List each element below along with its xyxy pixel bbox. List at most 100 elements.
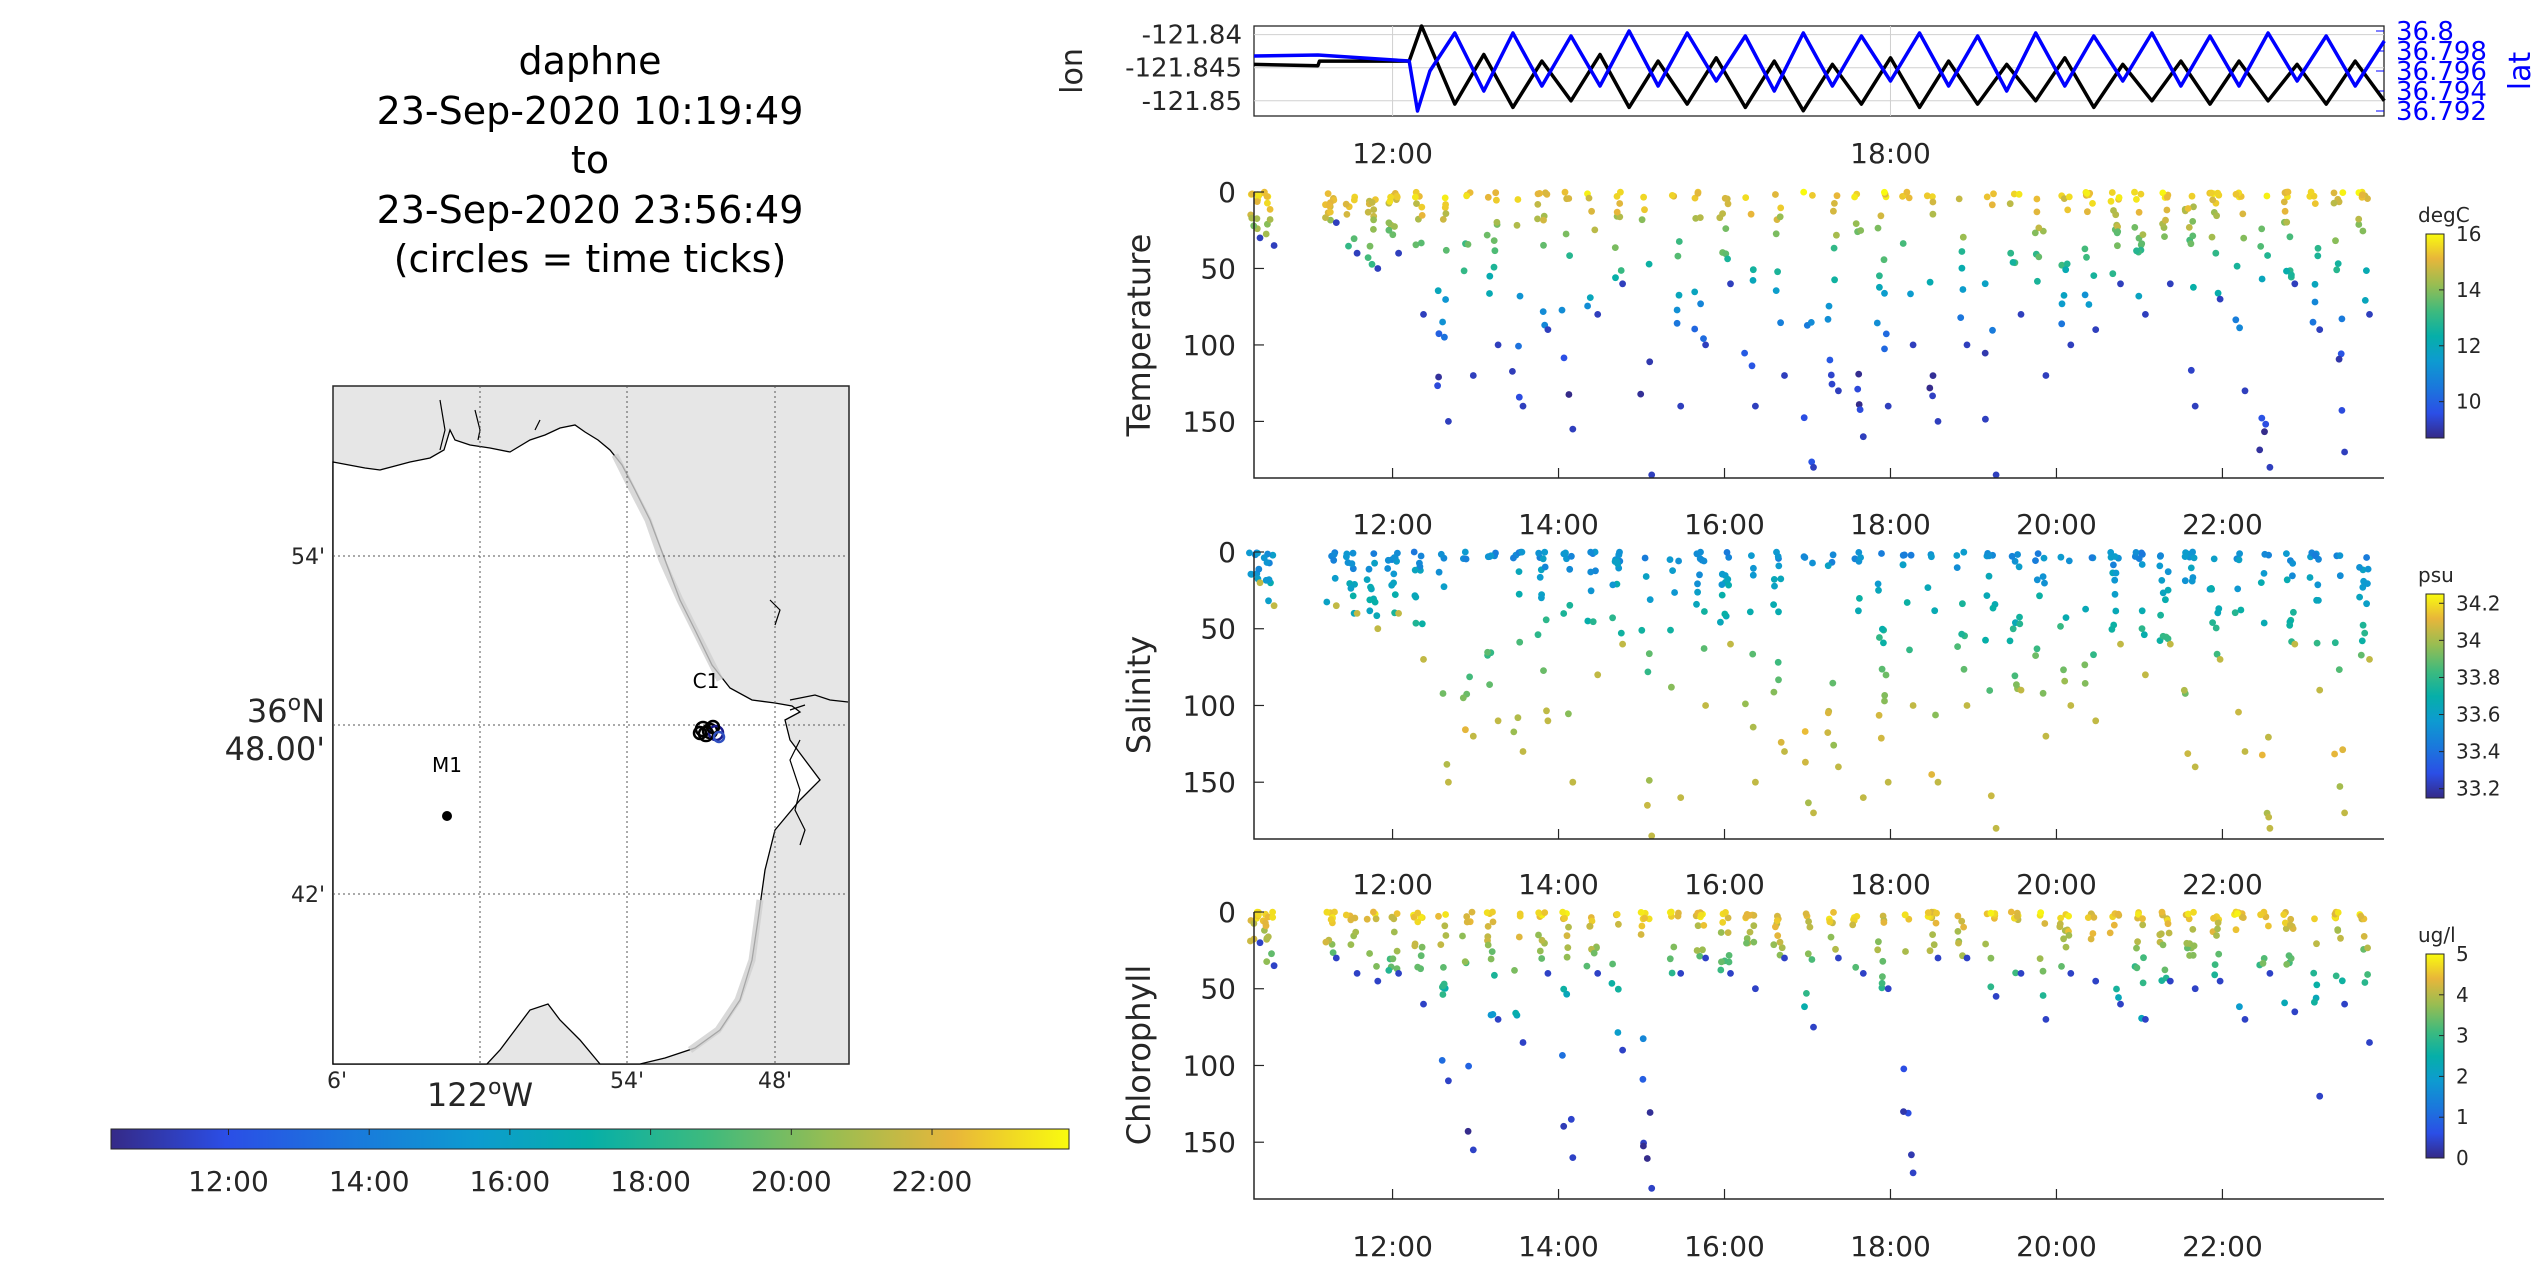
temperature-point (1727, 280, 1734, 288)
temperature-point (1926, 384, 1934, 392)
chlorophyll-point (2039, 967, 2047, 975)
salinity-point (1445, 778, 1452, 786)
chlorophyll-point (1269, 908, 1276, 916)
salinity-point (1702, 702, 1709, 709)
temperature-point (1905, 194, 1913, 202)
temperature-point (1827, 371, 1835, 379)
salinity-point (1859, 794, 1867, 801)
temperature-point (1668, 192, 1676, 199)
temperature-point (1364, 254, 1372, 261)
salinity-point (2011, 672, 2019, 680)
salinity-point (1770, 576, 1778, 583)
temperature-axes-lines (1253, 192, 2384, 479)
chlorophyll-point (1256, 939, 1264, 947)
chlorophyll-point (2106, 929, 2114, 937)
temperature-point (2108, 189, 2116, 196)
temperature-point (1534, 215, 1541, 223)
salinity-point (2157, 611, 2165, 619)
chlorophyll-point (1411, 942, 1419, 950)
temperature-point (2081, 291, 2089, 299)
salinity-point (2283, 576, 2291, 584)
salinity-point (2184, 750, 2192, 757)
map-gridlines (333, 386, 849, 1064)
chlorophyll-point (1960, 923, 1967, 931)
salinity-point (1363, 576, 1371, 583)
salinity-point (1830, 741, 1838, 749)
salinity-point (1809, 559, 1816, 567)
salinity-point (1611, 558, 1619, 565)
temperature-point (2339, 189, 2347, 197)
temperature-point (1674, 252, 1682, 260)
temperature-point (1825, 302, 1833, 310)
salinity-point (1411, 566, 1419, 574)
salinity-point (2092, 717, 2100, 725)
chlorophyll-ytick-2: 100 (1183, 1049, 1236, 1082)
salinity-point (2082, 605, 2090, 613)
temperature-point (1907, 290, 1914, 298)
chlorophyll-point (2265, 922, 2272, 930)
salinity-point (2341, 809, 2349, 817)
salinity-point (2032, 652, 2039, 659)
salinity-point (1569, 778, 1577, 786)
salinity-point (1609, 581, 1617, 589)
salinity-ylabel: Salinity (1120, 636, 1158, 754)
chlorophyll-point (1880, 919, 1888, 926)
chlorophyll-point (1565, 923, 1572, 931)
salinity-point (2361, 629, 2369, 637)
chlorophyll-point (2189, 951, 2197, 959)
salinity-point (1462, 555, 1470, 563)
temperature-point (2257, 243, 2265, 250)
salinity-point (1696, 571, 1703, 579)
salinity-point (2061, 677, 2069, 685)
salinity-point (1645, 650, 1653, 658)
temperature-point (1856, 406, 1864, 413)
temperature-point (2065, 193, 2073, 201)
lat-center-label: 36oN (247, 691, 325, 730)
chlorophyll-point (2311, 915, 2318, 923)
temperature-point (1486, 290, 1493, 297)
salinity-point (1519, 748, 1527, 755)
salinity-point (1749, 723, 1757, 731)
salinity-point (2032, 557, 2039, 564)
temperature-point (1833, 231, 1840, 239)
salinity-point (2359, 583, 2367, 591)
chlorophyll-point (2139, 915, 2146, 923)
chlorophyll-colorbar-tick-1: 4 (2456, 983, 2469, 1007)
chlorophyll-point (2266, 970, 2274, 977)
salinity-point (2190, 554, 2198, 562)
temperature-colorbar-tick-2: 12 (2456, 334, 2481, 358)
chlorophyll-point (1776, 938, 1784, 946)
salinity-point (1371, 598, 1379, 606)
chlorophyll-point (1770, 941, 1778, 949)
salinity-point (2363, 600, 2371, 608)
temperature-point (2232, 316, 2240, 324)
salinity-point (1353, 610, 1361, 617)
salinity-point (1256, 579, 1264, 587)
temperature-point (2107, 197, 2115, 205)
salinity-point (1247, 570, 1255, 578)
salinity-point (2231, 609, 2239, 617)
chlorophyll-point (2364, 944, 2372, 952)
salinity-point (2187, 564, 2195, 572)
temperature-point (1646, 358, 1654, 366)
salinity-point (1824, 709, 1832, 717)
salinity-point (2261, 550, 2269, 558)
temperature-point (1722, 250, 1730, 258)
temperature-point (1852, 220, 1860, 228)
temperature-point (2135, 292, 2143, 300)
lon-center-label: 122oW (427, 1075, 533, 1114)
salinity-point (1587, 568, 1595, 576)
temperature-point (1929, 372, 1937, 379)
salinity-point (1544, 717, 1552, 725)
temperature-point (2338, 315, 2346, 323)
salinity-point (1724, 575, 1732, 583)
salinity-xtick-3: 18:00 (1850, 868, 1931, 901)
chlorophyll-point (1932, 919, 1940, 927)
salinity-point (1985, 572, 1993, 580)
chlorophyll-point (1544, 970, 1552, 977)
salinity-point (2138, 549, 2145, 557)
salinity-point (1589, 618, 1597, 626)
temperature-point (2280, 198, 2288, 206)
temperature-point (1903, 188, 1911, 196)
chlorophyll-point (2133, 964, 2141, 972)
